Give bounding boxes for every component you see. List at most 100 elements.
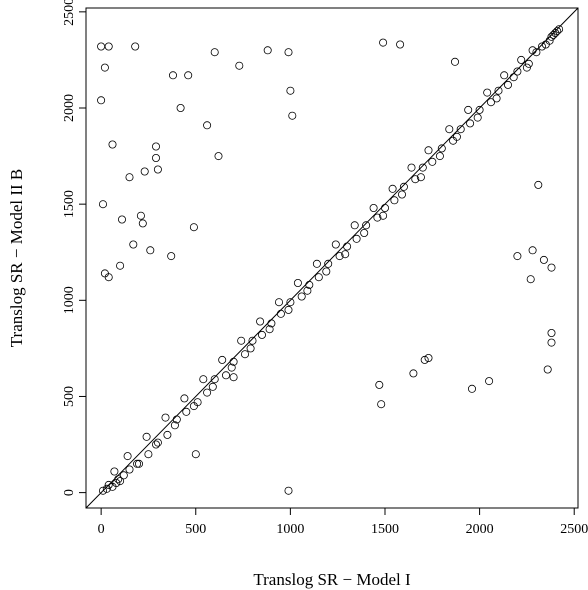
data-point xyxy=(180,394,189,403)
data-point xyxy=(191,450,200,459)
data-point xyxy=(547,263,556,272)
data-point xyxy=(248,336,257,345)
data-point xyxy=(274,298,283,307)
data-point xyxy=(203,121,212,130)
data-point xyxy=(331,240,340,249)
data-point xyxy=(97,42,106,51)
data-point xyxy=(133,459,142,468)
data-point xyxy=(396,40,405,49)
data-point xyxy=(182,407,191,416)
data-point xyxy=(210,375,219,384)
data-point xyxy=(267,319,276,328)
data-point xyxy=(167,252,176,261)
data-point xyxy=(170,421,179,430)
data-point xyxy=(388,184,397,193)
data-point xyxy=(189,223,198,232)
data-point xyxy=(286,298,295,307)
data-point xyxy=(397,190,406,199)
data-point xyxy=(100,63,109,72)
data-point xyxy=(464,105,473,114)
y-tick-label: 0 xyxy=(62,489,77,496)
data-point xyxy=(208,382,217,391)
data-point xyxy=(151,440,160,449)
data-point xyxy=(524,59,533,68)
data-point xyxy=(284,48,293,57)
data-point xyxy=(99,200,108,209)
data-point xyxy=(532,48,541,57)
data-point xyxy=(153,438,162,447)
data-point xyxy=(176,104,185,113)
data-point xyxy=(375,380,384,389)
data-point xyxy=(528,246,537,255)
x-tick-label: 2500 xyxy=(560,522,588,537)
data-point xyxy=(500,71,509,80)
data-point xyxy=(229,357,238,366)
data-point xyxy=(246,344,255,353)
data-point xyxy=(312,259,321,268)
data-point xyxy=(305,280,314,289)
data-point xyxy=(522,63,531,72)
data-point xyxy=(203,388,212,397)
data-point xyxy=(424,353,433,362)
x-tick-label: 1000 xyxy=(276,522,304,537)
data-point xyxy=(256,317,265,326)
x-tick-label: 2000 xyxy=(466,522,494,537)
data-point xyxy=(335,252,344,261)
data-point xyxy=(108,482,117,491)
data-point xyxy=(352,234,361,243)
data-point xyxy=(104,42,113,51)
data-point xyxy=(286,86,295,95)
data-point xyxy=(229,373,238,382)
data-point xyxy=(131,42,140,51)
data-point xyxy=(466,119,475,128)
x-tick-label: 1500 xyxy=(371,522,399,537)
data-point xyxy=(450,57,459,66)
data-point xyxy=(184,71,193,80)
data-point xyxy=(369,203,378,212)
data-point xyxy=(509,73,518,82)
data-point xyxy=(214,152,223,161)
data-point xyxy=(494,86,503,95)
data-point xyxy=(221,371,230,380)
data-point xyxy=(314,273,323,282)
y-tick-label: 1000 xyxy=(62,286,77,314)
data-point xyxy=(99,486,108,495)
data-point xyxy=(263,46,272,55)
data-point xyxy=(445,125,454,134)
data-point xyxy=(140,167,149,176)
data-point xyxy=(104,273,113,282)
data-point xyxy=(168,71,177,80)
data-point xyxy=(265,325,274,334)
data-point xyxy=(110,467,119,476)
data-point xyxy=(240,350,249,359)
data-point xyxy=(237,336,246,345)
y-tick-label: 2500 xyxy=(62,0,77,26)
data-point xyxy=(125,465,134,474)
data-point xyxy=(146,246,155,255)
data-point xyxy=(409,369,418,378)
y-axis-label: Translog SR − Model II B xyxy=(7,169,26,348)
data-point xyxy=(456,125,465,134)
data-point xyxy=(144,450,153,459)
data-point xyxy=(118,215,127,224)
data-point xyxy=(517,55,526,64)
data-point xyxy=(151,153,160,162)
data-point xyxy=(547,328,556,337)
data-point xyxy=(538,42,547,51)
data-point xyxy=(399,182,408,191)
data-point xyxy=(189,402,198,411)
data-point xyxy=(125,173,134,182)
data-point xyxy=(435,152,444,161)
data-point xyxy=(485,377,494,386)
data-point xyxy=(257,330,266,339)
data-point xyxy=(138,219,147,228)
data-point xyxy=(119,471,128,480)
data-point xyxy=(539,255,548,264)
data-point xyxy=(284,486,293,495)
data-point xyxy=(324,259,333,268)
data-point xyxy=(416,173,425,182)
data-point xyxy=(360,228,369,237)
data-point xyxy=(142,432,151,441)
data-point xyxy=(549,30,558,39)
